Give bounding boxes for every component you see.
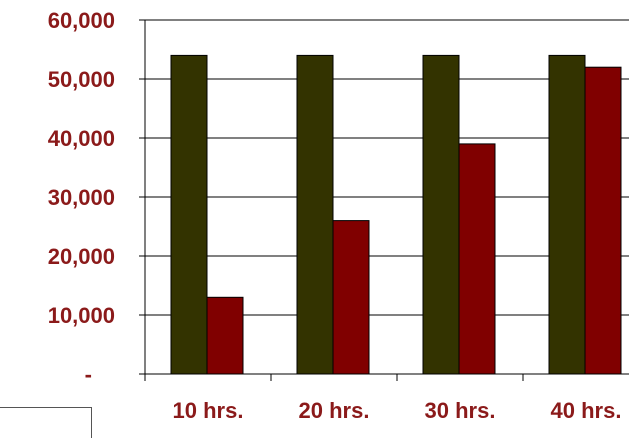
- x-tick-label: 10 hrs.: [173, 398, 244, 423]
- x-tick-label: 20 hrs.: [299, 398, 370, 423]
- y-tick-labels: - 10,000 20,000 30,000 40,000 50,000 60,000: [48, 8, 115, 387]
- bar-series1-2: [296, 54, 334, 375]
- y-tick-label: 10,000: [48, 303, 115, 328]
- bar-chart: - 10,000 20,000 30,000 40,000 50,000 60,000 10…: [48, 8, 629, 423]
- bar-series2-1: [206, 296, 244, 375]
- y-tick-label: 20,000: [48, 244, 115, 269]
- x-tick-label: 30 hrs.: [425, 398, 496, 423]
- gridlines: [145, 19, 629, 316]
- axes: [139, 19, 629, 381]
- bar-series2-2: [332, 220, 370, 375]
- x-tick-label: 40 hrs.: [551, 398, 622, 423]
- bar-series1-3: [422, 54, 460, 375]
- y-tick-label: 40,000: [48, 126, 115, 151]
- legend-box: [0, 407, 92, 438]
- x-tick-labels: 10 hrs. 20 hrs. 30 hrs. 40 hrs.: [173, 398, 622, 423]
- bars: [170, 54, 622, 375]
- y-tick-label: -: [85, 362, 92, 387]
- bar-series1-4: [548, 54, 586, 375]
- y-tick-label: 30,000: [48, 185, 115, 210]
- bar-series2-3: [458, 143, 496, 375]
- y-tick-label: 60,000: [48, 8, 115, 33]
- bar-series2-4: [584, 66, 622, 375]
- y-tick-label: 50,000: [48, 67, 115, 92]
- bar-series1-1: [170, 54, 208, 375]
